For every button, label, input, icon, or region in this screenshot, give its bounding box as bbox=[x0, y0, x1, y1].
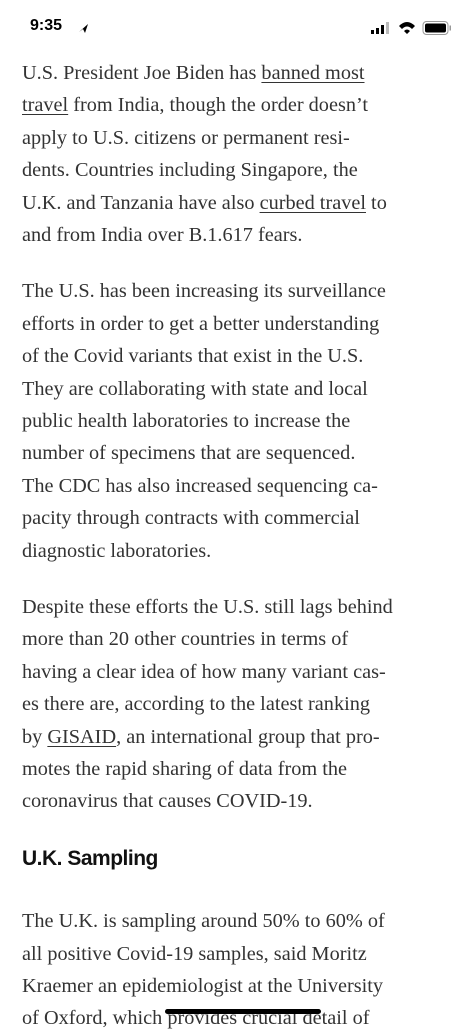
text: Kraemer an epidemiologist at the Univers… bbox=[22, 975, 384, 997]
text: dents. Countries including Singapore, th… bbox=[22, 159, 358, 182]
battery bbox=[422, 21, 449, 35]
text-line: more than 20 other countries in terms of bbox=[22, 623, 348, 655]
text: Despite these efforts the U.S. still lag… bbox=[22, 596, 393, 618]
text-line: They are collaborating with state and lo… bbox=[22, 373, 368, 405]
link[interactable]: travel bbox=[22, 94, 69, 117]
text-line: coronavirus that causes COVID-19. bbox=[22, 785, 313, 817]
text: U.K. and Tanzania have also bbox=[22, 191, 260, 214]
text: The U.S. has been increasing its surveil… bbox=[22, 280, 386, 303]
text: by bbox=[22, 725, 48, 748]
text: pacity through contracts with commercial bbox=[22, 507, 360, 530]
home-indicator bbox=[165, 1009, 321, 1014]
text: from India, though the order doesn’t bbox=[68, 94, 369, 117]
text: apply to U.S. citizens or permanent resi… bbox=[22, 126, 350, 149]
text-line: of Oxford, which provides crucial detail… bbox=[22, 1002, 370, 1034]
text: and from India over B.1.617 fears. bbox=[22, 224, 303, 246]
text: diagnostic laboratories. bbox=[22, 539, 212, 562]
signal-bar bbox=[386, 22, 389, 34]
text: public health laboratories to increase t… bbox=[22, 410, 351, 432]
text-line: U.S. President Joe Biden has banned most bbox=[22, 57, 365, 89]
text: es there are, according to the latest ra… bbox=[22, 693, 371, 716]
text-line: travel from India, though the order does… bbox=[22, 89, 368, 121]
text-line: motes the rapid sharing of data from the bbox=[22, 753, 347, 785]
text: efforts in order to get a better underst… bbox=[22, 312, 380, 335]
text: The U.K. is sampling around 50% to 60% o… bbox=[22, 910, 385, 933]
text-line: efforts in order to get a better underst… bbox=[22, 308, 379, 340]
text-line: number of specimens that are sequenced. bbox=[22, 437, 355, 469]
text-line: The U.K. is sampling around 50% to 60% o… bbox=[22, 905, 385, 937]
link[interactable]: banned most bbox=[261, 62, 365, 84]
text-line: diagnostic laboratories. bbox=[22, 535, 211, 567]
text: coronavirus that causes COVID-19. bbox=[22, 790, 313, 813]
status-icons bbox=[79, 21, 451, 35]
text-line: pacity through contracts with commercial bbox=[22, 502, 360, 534]
text-line: public health laboratories to increase t… bbox=[22, 405, 350, 437]
text-line: The CDC has also increased sequencing ca… bbox=[22, 470, 378, 502]
text-line: and from India over B.1.617 fears. bbox=[22, 219, 302, 251]
text: number of specimens that are sequenced. bbox=[22, 442, 356, 465]
text: having a clear idea of how many variant … bbox=[22, 660, 386, 683]
text: , an international group that pro- bbox=[116, 725, 380, 748]
text-line: having a clear idea of how many variant … bbox=[22, 656, 386, 688]
text-line: Despite these efforts the U.S. still lag… bbox=[22, 591, 393, 623]
section-heading: U.K. Sampling bbox=[22, 846, 158, 870]
location-icon bbox=[79, 24, 88, 33]
text: to bbox=[365, 191, 387, 214]
text-line: Kraemer an epidemiologist at the Univers… bbox=[22, 970, 383, 1002]
text: U.S. President Joe Biden has bbox=[22, 62, 262, 84]
battery-tip bbox=[449, 25, 451, 31]
text-line: es there are, according to the latest ra… bbox=[22, 688, 370, 720]
text-line: by GISAID, an international group that p… bbox=[22, 721, 380, 753]
text-line: of the Covid variants that exist in the … bbox=[22, 340, 363, 372]
wifi-icon bbox=[399, 22, 415, 34]
battery-level bbox=[425, 23, 446, 33]
link[interactable]: curbed travel bbox=[259, 191, 366, 214]
text-line: apply to U.S. citizens or permanent resi… bbox=[22, 122, 350, 154]
status-time: 9:35 bbox=[30, 17, 63, 34]
text: more than 20 other countries in terms of bbox=[22, 628, 349, 651]
text-line: dents. Countries including Singapore, th… bbox=[22, 154, 358, 186]
text: The CDC has also increased sequencing ca… bbox=[22, 474, 378, 497]
text-line: all positive Covid-19 samples, said Mori… bbox=[22, 938, 367, 970]
text: all positive Covid-19 samples, said Mori… bbox=[22, 942, 367, 965]
text: of the Covid variants that exist in the … bbox=[22, 345, 364, 368]
text: They are collaborating with state and lo… bbox=[22, 377, 368, 400]
signal-bar bbox=[376, 28, 379, 34]
text-line: The U.S. has been increasing its surveil… bbox=[22, 275, 386, 307]
signal-bar bbox=[371, 30, 374, 34]
link[interactable]: GISAID bbox=[47, 725, 117, 748]
text-line: U.K. and Tanzania have also curbed trave… bbox=[22, 187, 387, 219]
text: motes the rapid sharing of data from the bbox=[22, 758, 347, 780]
signal-bar bbox=[381, 25, 384, 34]
